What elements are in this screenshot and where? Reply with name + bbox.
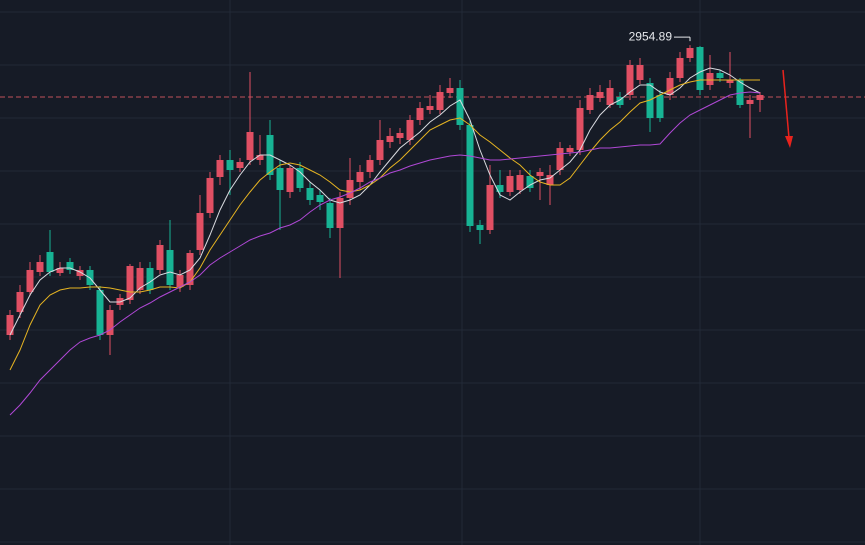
candle-body <box>436 92 444 110</box>
candle-body <box>16 292 24 312</box>
candle-body <box>686 48 694 58</box>
trend-arrow <box>782 69 793 148</box>
candle-body <box>416 108 424 120</box>
candle-body <box>746 100 754 104</box>
candle-body <box>126 266 134 300</box>
candle-body <box>6 315 14 335</box>
candle-body <box>696 47 704 90</box>
arrow-shaft <box>782 69 790 139</box>
candle-body <box>246 132 254 160</box>
candle-body <box>156 245 164 270</box>
candle-body <box>326 203 334 228</box>
candle-body <box>346 180 354 198</box>
candle-body <box>366 160 374 172</box>
candle-body <box>166 250 174 285</box>
candle-body <box>556 148 564 170</box>
candle-body <box>66 262 74 270</box>
candle-body <box>146 268 154 290</box>
candle-body <box>336 198 344 228</box>
candle-body <box>106 310 114 335</box>
candle-body <box>236 162 244 168</box>
candle-body <box>466 125 474 226</box>
plot: 2954.89 <box>0 29 865 416</box>
candle-body <box>356 172 364 182</box>
candle-body <box>46 252 54 272</box>
moving-average <box>9 91 761 416</box>
candle-body <box>196 213 204 250</box>
candle-body <box>656 95 664 118</box>
candle-body <box>396 133 404 138</box>
moving-average <box>9 67 761 336</box>
candle-body <box>516 175 524 190</box>
candle-body <box>276 168 284 190</box>
candle-body <box>216 160 224 177</box>
candle-body <box>206 178 214 213</box>
candle-body <box>716 73 724 78</box>
arrow-head <box>785 136 793 148</box>
candle-body <box>296 168 304 188</box>
candle-body <box>506 176 514 192</box>
candle-body <box>526 176 534 188</box>
candle-body <box>726 80 734 83</box>
candle-body <box>636 65 644 80</box>
candle-body <box>606 88 614 105</box>
candle-body <box>96 290 104 335</box>
candle-body <box>186 253 194 285</box>
candle-body <box>566 148 574 152</box>
candle-body <box>756 95 764 100</box>
candle-body <box>546 175 554 185</box>
candle-body <box>456 88 464 125</box>
candle-body <box>316 195 324 202</box>
candle-body <box>486 185 494 230</box>
candle-body <box>286 168 294 192</box>
candle-body <box>576 108 584 150</box>
candle-body <box>426 106 434 110</box>
candle-body <box>536 172 544 176</box>
candle-body <box>36 262 44 272</box>
candle-body <box>76 270 84 276</box>
moving-average <box>9 79 760 371</box>
candle-body <box>626 65 634 95</box>
candle-body <box>26 270 34 292</box>
candle-body <box>386 136 394 142</box>
candle-body <box>496 185 504 192</box>
candle-body <box>476 225 484 230</box>
candle-body <box>56 268 64 273</box>
candle-body <box>586 95 594 110</box>
candle-body <box>706 73 714 85</box>
candle-body <box>376 140 384 160</box>
candle-body <box>226 160 234 170</box>
candle-body <box>616 97 624 105</box>
candle-body <box>676 58 684 78</box>
candle-body <box>306 188 314 200</box>
candle-body <box>406 120 414 140</box>
candle-body <box>596 92 604 98</box>
high-label: 2954.89 <box>629 29 673 43</box>
candle-body <box>176 275 184 287</box>
candle-body <box>136 268 144 290</box>
candle-body <box>256 155 264 160</box>
candle-body <box>666 78 674 95</box>
candle-body <box>446 88 454 93</box>
